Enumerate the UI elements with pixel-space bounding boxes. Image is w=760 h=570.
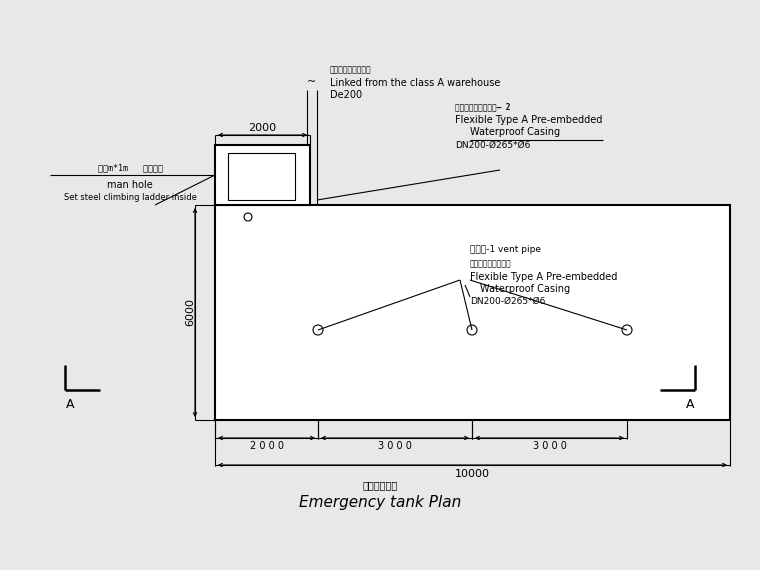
Text: 柔性防水套管内嵌层: 柔性防水套管内嵌层 <box>470 259 511 268</box>
Text: Flexible Type A Pre-embedded: Flexible Type A Pre-embedded <box>455 115 603 125</box>
Text: Waterproof Casing: Waterproof Casing <box>470 127 560 137</box>
Text: 2 0 0 0: 2 0 0 0 <box>249 441 283 451</box>
Bar <box>228 153 295 200</box>
Bar <box>215 145 310 205</box>
Text: 通气管-1 vent pipe: 通气管-1 vent pipe <box>470 245 541 254</box>
Text: Emergency tank Plan: Emergency tank Plan <box>299 495 461 510</box>
Text: DN200-Ø265*Ø6: DN200-Ø265*Ø6 <box>470 297 546 306</box>
Text: 3 0 0 0: 3 0 0 0 <box>378 441 412 451</box>
Text: Waterproof Casing: Waterproof Casing <box>480 284 570 294</box>
Text: Flexible Type A Pre-embedded: Flexible Type A Pre-embedded <box>470 272 617 282</box>
Text: ~: ~ <box>307 77 317 87</box>
Bar <box>215 205 730 420</box>
Text: Set steel climbing ladder inside: Set steel climbing ladder inside <box>64 193 196 202</box>
Text: 事故池平面图: 事故池平面图 <box>363 480 397 490</box>
Text: 柔性防水套管内嵌层— 2: 柔性防水套管内嵌层— 2 <box>455 102 511 111</box>
Text: De200: De200 <box>330 90 362 100</box>
Text: 连接甲类仓库消防水: 连接甲类仓库消防水 <box>330 65 372 74</box>
Text: DN200-Ø265*Ø6: DN200-Ø265*Ø6 <box>455 141 530 150</box>
Text: 人孔m*1m   内设爬梯: 人孔m*1m 内设爬梯 <box>97 163 163 172</box>
Text: 2000: 2000 <box>248 123 276 133</box>
Text: A: A <box>66 398 74 411</box>
Text: man hole: man hole <box>107 180 153 190</box>
Text: Linked from the class A warehouse: Linked from the class A warehouse <box>330 78 500 88</box>
Text: 3 0 0 0: 3 0 0 0 <box>533 441 566 451</box>
Text: A: A <box>686 398 694 411</box>
Text: 6000: 6000 <box>185 299 195 327</box>
Text: 10000: 10000 <box>455 469 490 479</box>
